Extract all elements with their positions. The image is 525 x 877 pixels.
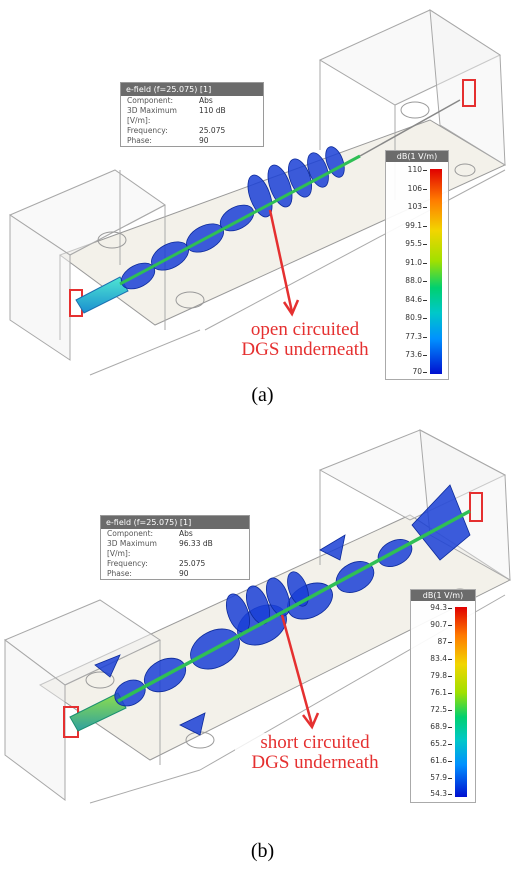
info-row: Phase: 90: [127, 136, 209, 145]
info-row: Frequency: 25.075: [107, 559, 206, 568]
legend-tick: 80.9: [392, 313, 427, 322]
panel-b: e-field (f=25.075) [1] Component: Abs 3D …: [0, 425, 525, 805]
legend-tick: 87: [417, 637, 452, 646]
field-info-title: e-field (f=25.075) [1]: [121, 83, 263, 96]
caption-a: (a): [251, 384, 274, 406]
legend-tick: 99.1: [392, 221, 427, 230]
info-row: Frequency: 25.075: [127, 126, 226, 135]
info-row: Component: Abs: [107, 529, 193, 538]
legend-tick: 57.9: [417, 773, 452, 782]
annotation-label-a: open circuited DGS underneath: [230, 320, 380, 360]
housing-block-left-front: [4, 639, 66, 801]
color-scale-bar: [430, 169, 442, 374]
legend-tick: 90.7: [417, 620, 452, 629]
caption-b: (b): [250, 840, 275, 862]
field-info-box-a: e-field (f=25.075) [1] Component: Abs 3D …: [120, 82, 264, 147]
legend-tick: 72.5: [417, 705, 452, 714]
coax-probe-left: [69, 692, 127, 732]
legend-tick: 61.6: [417, 756, 452, 765]
field-info-title: e-field (f=25.075) [1]: [101, 516, 249, 529]
color-scale-bar: [455, 607, 467, 797]
info-row: 3D Maximum [V/m]: 96.33 dB: [107, 539, 213, 558]
info-row: Phase: 90: [107, 569, 189, 578]
legend-tick: 95.5: [392, 239, 427, 248]
microstrip-trace-a: [119, 154, 361, 286]
legend-tick: 88.0: [392, 276, 427, 285]
legend-tick: 77.3: [392, 332, 427, 341]
legend-title: dB(1 V/m): [386, 151, 448, 162]
legend-tick: 79.8: [417, 671, 452, 680]
annotation-arrow-b: [280, 614, 314, 726]
port-marker-right: [469, 492, 483, 522]
port-marker-right: [462, 79, 476, 107]
color-legend-b: dB(1 V/m) 94.3 90.7 87 83.4 79.8 76.1 72…: [410, 589, 476, 803]
housing-block-left-front: [9, 214, 71, 361]
legend-tick: 73.6: [392, 350, 427, 359]
legend-tick: 110: [392, 165, 427, 174]
housing-block-right-side: [429, 9, 506, 166]
info-row: Component: Abs: [127, 96, 213, 105]
legend-tick: 54.3: [417, 789, 452, 798]
legend-tick: 76.1: [417, 688, 452, 697]
color-legend-a: dB(1 V/m) 110 106 103 99.1 95.5 91.0 88.…: [385, 150, 449, 380]
annotation-arrow-a: [268, 209, 294, 313]
legend-tick: 65.2: [417, 739, 452, 748]
legend-tick: 91.0: [392, 258, 427, 267]
legend-tick: 68.9: [417, 722, 452, 731]
panel-a: e-field (f=25.075) [1] Component: Abs 3D …: [0, 0, 525, 380]
legend-title: dB(1 V/m): [411, 590, 475, 601]
annotation-label-b: short circuited DGS underneath: [235, 733, 395, 773]
legend-tick: 83.4: [417, 654, 452, 663]
info-row: 3D Maximum [V/m]: 110 dB: [127, 106, 226, 125]
coax-probe-left: [75, 276, 129, 314]
legend-tick: 84.6: [392, 295, 427, 304]
housing-block-right-side: [419, 429, 511, 581]
legend-tick: 106: [392, 184, 427, 193]
legend-tick: 70: [392, 367, 427, 376]
field-info-box-b: e-field (f=25.075) [1] Component: Abs 3D …: [100, 515, 250, 580]
legend-tick: 94.3: [417, 603, 452, 612]
microstrip-trace-b: [117, 509, 471, 703]
legend-tick: 103: [392, 202, 427, 211]
